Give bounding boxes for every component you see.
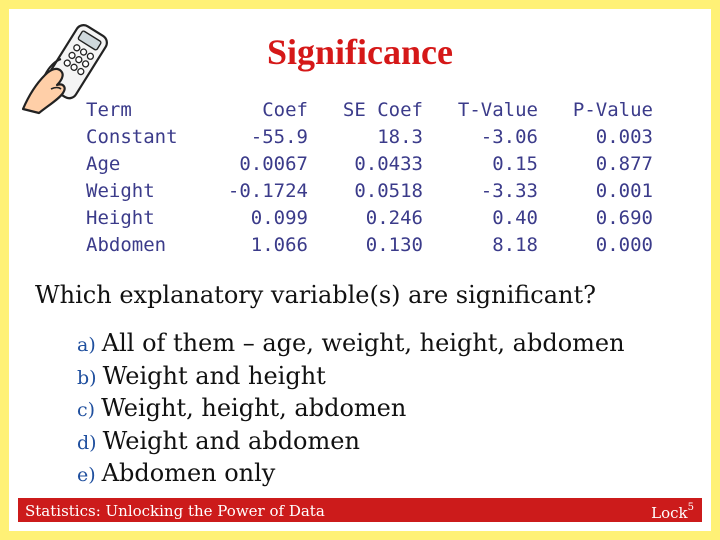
header-t-value: T-Value [457,99,538,121]
option-text: Weight and abdomen [102,426,360,455]
footer-author-name: Lock [651,504,688,522]
table-header-row: Term Coef SE Coef T-Value P-Value [77,97,653,124]
regression-table: Term Coef SE Coef T-Value P-Value Consta… [77,97,653,259]
cell-p-value: 0.003 [595,126,653,148]
table-row: Abdomen 1.066 0.130 8.18 0.000 [77,232,653,259]
cell-p-value: 0.690 [595,207,653,229]
header-term: Term [86,99,132,121]
answer-option-d: d) Weight and abdomen [77,425,625,458]
header-se-coef: SE Coef [342,99,423,121]
cell-term: Constant [86,126,178,148]
option-text: Weight and height [102,361,326,390]
option-letter: e) [77,464,96,486]
cell-t-value: 8.18 [492,234,538,256]
table-row: Age 0.0067 0.0433 0.15 0.877 [77,151,653,178]
cell-se-coef: 18.3 [377,126,423,148]
footer-author: Lock5 [651,498,694,525]
hand-holding-clicker-icon [21,24,108,115]
cell-term: Weight [86,180,155,202]
answer-option-c: c) Weight, height, abdomen [77,392,625,425]
cell-coef: 1.066 [250,234,308,256]
cell-coef: 0.099 [250,207,308,229]
cell-term: Age [86,153,121,175]
answer-options: a) All of them – age, weight, height, abd… [77,327,625,490]
header-p-value: P-Value [572,99,653,121]
cell-coef: 0.0067 [239,153,308,175]
cell-se-coef: 0.130 [365,234,423,256]
header-coef: Coef [262,99,308,121]
page-title: Significance [267,32,453,72]
footer-author-superscript: 5 [687,502,694,513]
cell-p-value: 0.877 [595,153,653,175]
option-text: All of them – age, weight, height, abdom… [101,329,625,357]
option-letter: c) [77,399,96,421]
cell-term: Height [86,207,155,229]
answer-option-e: e) Abdomen only [77,457,625,490]
answer-option-b: b) Weight and height [77,360,625,393]
cell-p-value: 0.001 [595,180,653,202]
cell-t-value: 0.15 [492,153,538,175]
cell-t-value: -3.33 [480,180,538,202]
cell-se-coef: 0.0433 [354,153,423,175]
option-text: Abdomen only [101,459,276,487]
table-row: Height 0.099 0.246 0.40 0.690 [77,205,653,232]
question-text: Which explanatory variable(s) are signif… [35,281,596,309]
option-letter: d) [77,431,97,454]
table-row: Constant -55.9 18.3 -3.06 0.003 [77,124,653,151]
cell-coef: -0.1724 [227,180,308,202]
cell-se-coef: 0.246 [365,207,423,229]
option-letter: a) [77,334,96,356]
cell-p-value: 0.000 [595,234,653,256]
option-text: Weight, height, abdomen [101,394,407,422]
table-row: Weight -0.1724 0.0518 -3.33 0.001 [77,178,653,205]
cell-t-value: -3.06 [480,126,538,148]
cell-term: Abdomen [86,234,167,256]
cell-coef: -55.9 [250,126,308,148]
cell-se-coef: 0.0518 [354,180,423,202]
footer-bar: Statistics: Unlocking the Power of Data … [18,498,702,522]
cell-t-value: 0.40 [492,207,538,229]
answer-option-a: a) All of them – age, weight, height, abd… [77,327,625,360]
footer-book-title: Statistics: Unlocking the Power of Data [25,502,325,520]
option-letter: b) [77,366,97,389]
